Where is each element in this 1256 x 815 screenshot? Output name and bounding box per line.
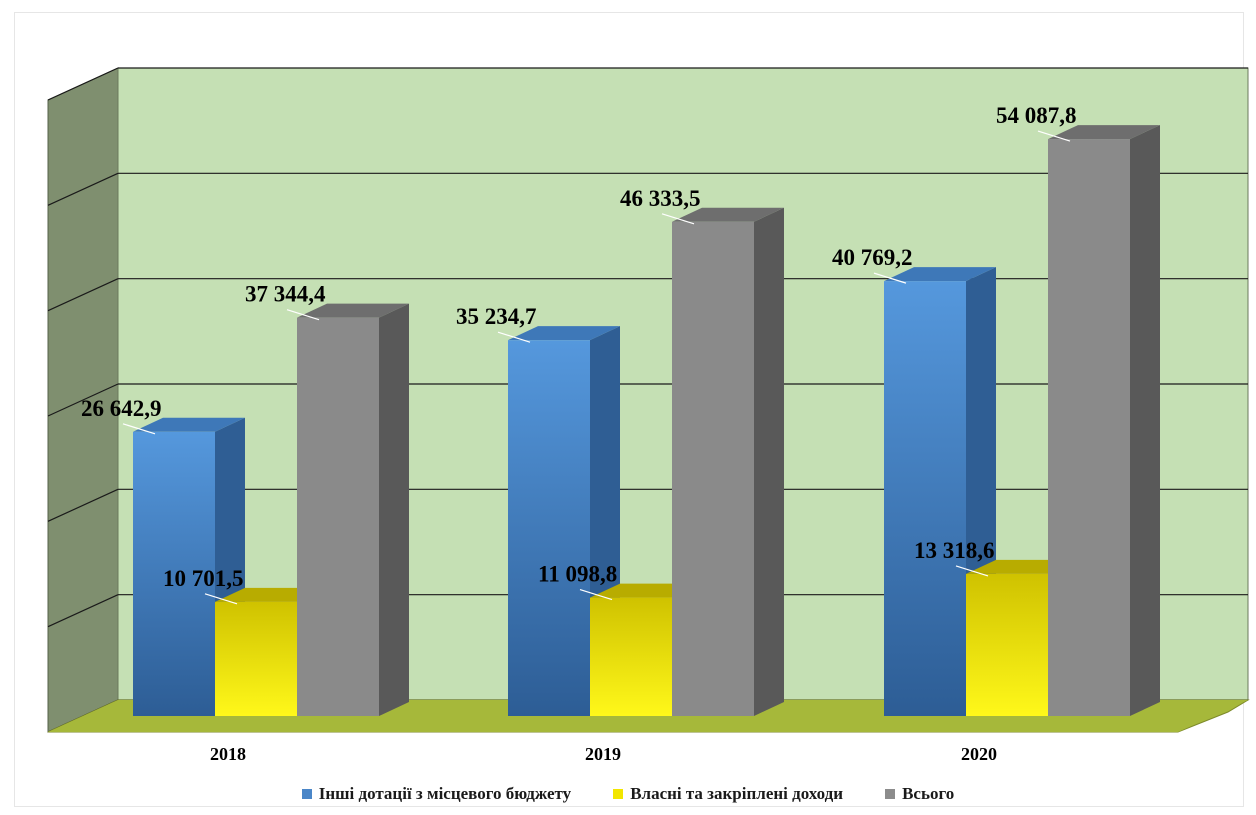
legend-label: Власні та закріплені доходи bbox=[630, 784, 844, 803]
bar-side bbox=[379, 303, 409, 716]
legend-item-other-subsidies: Інші дотації з місцевого бюджету bbox=[301, 783, 572, 805]
bar-front bbox=[297, 317, 379, 716]
data-label: 40 769,2 bbox=[832, 245, 913, 270]
gridline-side bbox=[47, 278, 119, 312]
bar-top bbox=[1048, 125, 1160, 140]
leader-line bbox=[497, 331, 531, 343]
bar-total bbox=[297, 303, 409, 716]
bar-top bbox=[508, 326, 620, 341]
data-label: 35 234,7 bbox=[456, 304, 537, 329]
legend-item-total: Всього bbox=[885, 783, 954, 805]
data-label: 37 344,4 bbox=[245, 282, 326, 307]
bar-side bbox=[754, 207, 784, 716]
leader-line bbox=[122, 423, 156, 435]
data-label: 26 642,9 bbox=[81, 396, 162, 421]
legend-label: Інші дотації з місцевого бюджету bbox=[318, 784, 572, 803]
bar-front bbox=[672, 221, 754, 716]
bar-side bbox=[1130, 125, 1160, 716]
data-label: 46 333,5 bbox=[620, 186, 701, 211]
chart-plot: 26 642,9 10 701,5 37 344,4 35 234,7 11 098,8… bbox=[47, 67, 1250, 764]
gridline-side bbox=[47, 488, 119, 522]
bar-top bbox=[884, 267, 996, 282]
x-tick-label: 2019 bbox=[585, 744, 621, 764]
leader-line bbox=[873, 272, 907, 284]
chart-legend: Інші дотації з місцевого бюджету Власні … bbox=[0, 783, 1256, 805]
bar-total bbox=[1048, 125, 1160, 716]
data-label: 11 098,8 bbox=[538, 562, 617, 587]
data-label: 54 087,8 bbox=[996, 103, 1077, 128]
leader-line bbox=[1037, 130, 1071, 142]
bar-front bbox=[215, 601, 297, 716]
bar-top bbox=[672, 207, 784, 222]
bar-top bbox=[297, 303, 409, 318]
leader-line bbox=[661, 213, 695, 225]
legend-label: Всього bbox=[902, 784, 955, 803]
data-label: 13 318,6 bbox=[914, 538, 995, 563]
legend-swatch-blue bbox=[301, 789, 312, 799]
leader-line bbox=[286, 309, 320, 321]
gridline-side bbox=[47, 172, 119, 206]
bar-total bbox=[672, 207, 784, 716]
x-tick-label: 2018 bbox=[210, 744, 246, 764]
bar-top bbox=[133, 417, 245, 432]
gridline-side bbox=[47, 383, 119, 417]
legend-item-own-revenues: Власні та закріплені доходи bbox=[613, 783, 843, 805]
legend-swatch-yellow bbox=[613, 789, 624, 799]
bar-front bbox=[133, 431, 215, 716]
gridline-side bbox=[47, 594, 119, 628]
bar-front bbox=[590, 597, 672, 716]
leader-line bbox=[955, 565, 989, 577]
data-label: 10 701,5 bbox=[163, 566, 244, 591]
bar-other-subsidies bbox=[133, 417, 245, 716]
bar-front bbox=[884, 281, 966, 716]
gridline-side bbox=[47, 67, 119, 101]
bar-front bbox=[1048, 139, 1130, 716]
legend-swatch-gray bbox=[885, 789, 896, 799]
bar-front bbox=[508, 340, 590, 716]
x-tick-label: 2020 bbox=[961, 744, 997, 764]
leader-line bbox=[204, 593, 238, 605]
leader-line bbox=[579, 589, 613, 601]
bar-front bbox=[966, 573, 1048, 716]
